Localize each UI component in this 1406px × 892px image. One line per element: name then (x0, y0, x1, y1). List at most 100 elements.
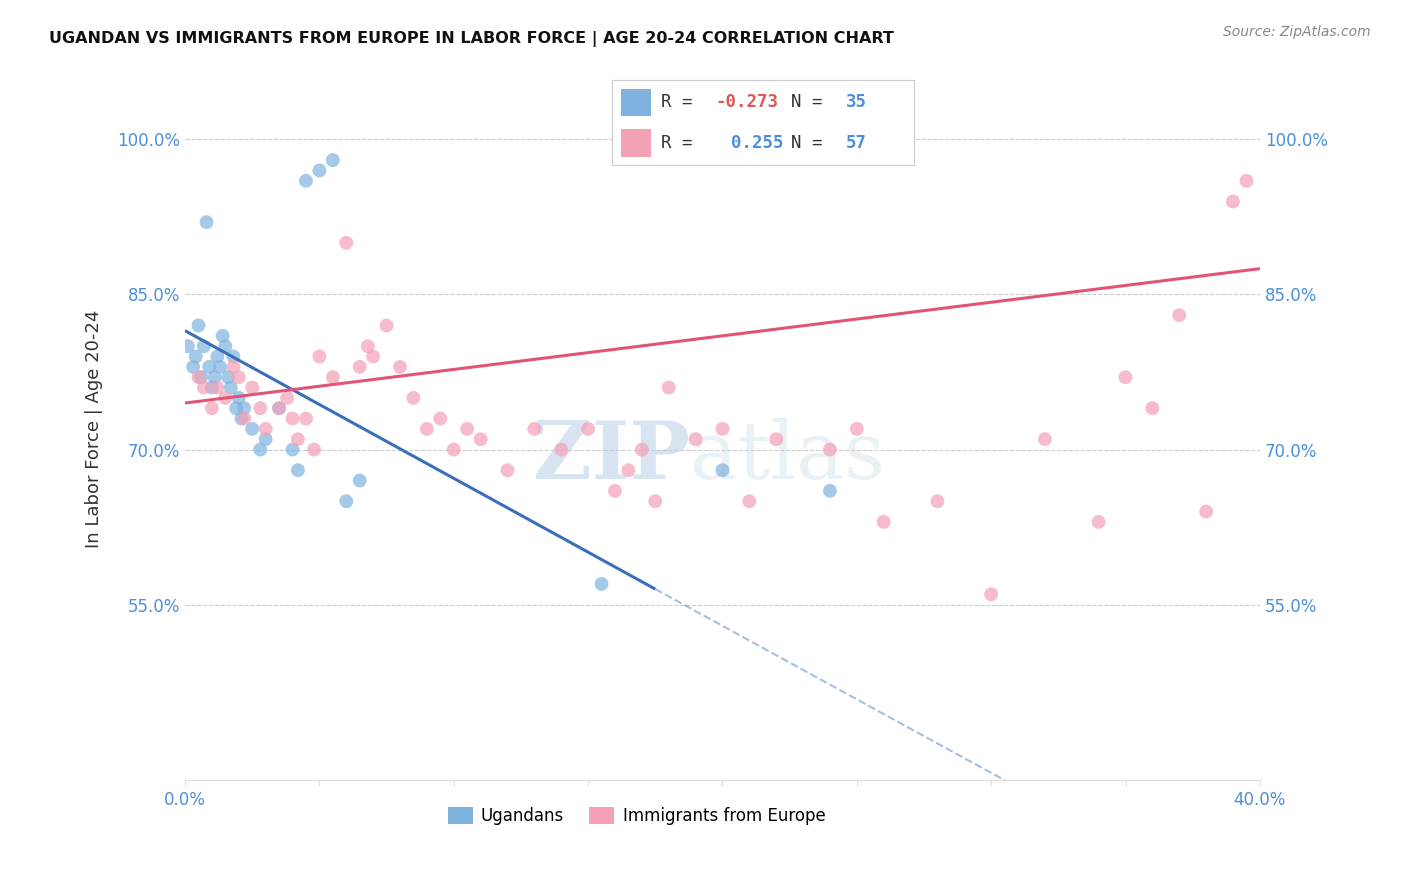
Point (225, 401, 247, 416)
Point (470, 432, 492, 446)
Point (349, 474, 371, 488)
Point (980, 587, 1002, 601)
Text: atlas: atlas (690, 418, 886, 496)
Point (711, 463, 734, 477)
Point (658, 380, 681, 394)
Point (927, 494, 949, 508)
Point (1115, 370, 1137, 384)
Point (308, 163, 330, 178)
Point (222, 359, 245, 374)
Point (308, 350, 330, 364)
Legend: Ugandans, Immigrants from Europe: Ugandans, Immigrants from Europe (447, 806, 825, 825)
Point (1142, 401, 1164, 416)
Point (254, 422, 277, 436)
Point (198, 359, 221, 374)
Point (219, 380, 242, 394)
Point (456, 422, 478, 436)
Point (496, 463, 519, 477)
Point (228, 370, 250, 384)
Bar (620, 129, 651, 157)
Point (287, 432, 309, 446)
Point (322, 370, 344, 384)
Point (184, 350, 207, 364)
Point (187, 370, 209, 384)
Point (207, 380, 229, 394)
Point (1222, 194, 1244, 209)
Text: N =: N = (792, 134, 834, 152)
Point (1236, 174, 1258, 188)
Point (240, 380, 263, 394)
Text: -0.273: -0.273 (716, 94, 779, 112)
Point (685, 432, 707, 446)
Point (1195, 504, 1218, 518)
Point (269, 401, 291, 416)
Point (222, 350, 245, 364)
Point (389, 359, 412, 374)
Point (217, 370, 239, 384)
Point (195, 215, 218, 229)
Point (591, 577, 613, 591)
Point (269, 401, 291, 416)
Point (322, 153, 344, 168)
Point (281, 442, 304, 457)
Point (523, 422, 546, 436)
Point (211, 329, 233, 343)
Text: R =: R = (661, 134, 714, 152)
Point (818, 442, 841, 457)
Point (187, 318, 209, 333)
Point (603, 483, 626, 498)
Point (576, 422, 599, 436)
Point (190, 370, 212, 384)
Text: 35: 35 (846, 94, 868, 112)
Point (201, 380, 224, 394)
Point (201, 401, 224, 416)
Point (550, 442, 572, 457)
Text: N =: N = (792, 94, 834, 112)
Point (249, 442, 271, 457)
Point (249, 401, 271, 416)
Point (845, 422, 868, 436)
Point (335, 235, 357, 250)
Point (204, 370, 226, 384)
Point (214, 391, 236, 405)
Bar (620, 89, 651, 116)
Point (357, 339, 380, 353)
Point (644, 494, 666, 508)
Point (233, 401, 256, 416)
Point (193, 339, 215, 353)
Point (208, 359, 231, 374)
Point (617, 463, 640, 477)
Point (193, 380, 215, 394)
Text: UGANDAN VS IMMIGRANTS FROM EUROPE IN LABOR FORCE | AGE 20-24 CORRELATION CHART: UGANDAN VS IMMIGRANTS FROM EUROPE IN LAB… (49, 31, 894, 47)
Point (228, 391, 250, 405)
Point (402, 391, 425, 405)
Point (177, 339, 200, 353)
Point (416, 422, 439, 436)
Point (873, 515, 896, 529)
Point (276, 391, 298, 405)
Point (349, 359, 371, 374)
Point (207, 350, 229, 364)
Point (375, 318, 398, 333)
Point (302, 442, 325, 457)
Point (1168, 308, 1191, 322)
Text: R =: R = (661, 94, 703, 112)
Point (295, 411, 318, 425)
Text: ZIP: ZIP (533, 418, 690, 496)
Point (295, 174, 318, 188)
Point (1033, 432, 1056, 446)
Point (254, 432, 277, 446)
Y-axis label: In Labor Force | Age 20-24: In Labor Force | Age 20-24 (86, 310, 103, 548)
Text: 0.255: 0.255 (731, 134, 783, 152)
Point (631, 442, 654, 457)
Point (711, 422, 734, 436)
Point (231, 411, 253, 425)
Point (335, 494, 357, 508)
Text: 57: 57 (846, 134, 868, 152)
Point (443, 442, 465, 457)
Text: Source: ZipAtlas.com: Source: ZipAtlas.com (1223, 25, 1371, 39)
Point (287, 463, 309, 477)
Point (1087, 515, 1109, 529)
Point (214, 339, 236, 353)
Point (240, 422, 263, 436)
